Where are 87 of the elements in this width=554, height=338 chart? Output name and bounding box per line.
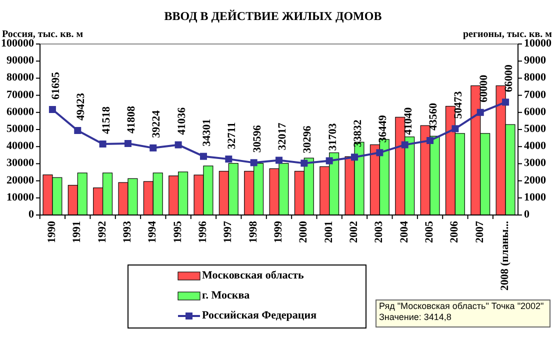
y-axis-title: Россия, тыс. кв. м — [2, 29, 84, 40]
y-tick-label: 0 — [28, 208, 34, 221]
point — [276, 156, 282, 164]
x-tick-label: 2002 — [348, 220, 360, 243]
point — [326, 157, 333, 164]
legend-label: Российская Федерация — [202, 310, 317, 322]
y2-tick-label: 6000 — [524, 106, 546, 118]
point — [150, 144, 157, 152]
y2-tick-label: 2000 — [524, 174, 546, 186]
text: Значение: 3414,8 — [379, 312, 452, 322]
y-tick-label: 60000 — [6, 106, 34, 118]
y2-tick-label: 9000 — [524, 54, 546, 67]
legend-label: г. Москва — [202, 290, 250, 302]
x-tick-label: 1997 — [222, 220, 234, 243]
data-label: 36449 — [377, 114, 390, 143]
point — [351, 154, 358, 161]
point — [48, 106, 56, 113]
x-tick-label: 2005 — [424, 220, 436, 243]
point — [476, 108, 484, 116]
x-tick-label: 1996 — [197, 220, 210, 243]
data-label: 66000 — [503, 64, 516, 92]
y-tick-label: 50000 — [6, 123, 34, 136]
x-tick-label: 1999 — [272, 220, 285, 243]
y2-tick-label: 4000 — [524, 140, 546, 152]
chart-title: ВВОД В ДЕЙСТВИЕ ЖИЛЫХ ДОМОВ — [164, 9, 382, 23]
data-label: 32017 — [276, 122, 289, 150]
y2-axis-title: регионы, тыс. кв. м — [462, 29, 552, 40]
data-label: 30296 — [302, 125, 314, 154]
x-tick-label: 2000 — [298, 220, 310, 243]
y-tick-label: 30000 — [6, 157, 34, 170]
y2-tick-label: 8000 — [524, 72, 546, 84]
y-tick-label: 10000 — [6, 191, 34, 204]
x-tick-label: 2008 (планы... — [499, 220, 512, 291]
data-label: 60000 — [478, 74, 490, 102]
point — [300, 160, 308, 167]
data-label: 41036 — [176, 106, 188, 135]
y-tick-label: 80000 — [6, 72, 34, 84]
y-tick-label: 70000 — [6, 88, 34, 101]
data-label: 61695 — [50, 72, 62, 100]
data-label: 31703 — [326, 122, 339, 151]
x-tick-label: 2004 — [398, 220, 410, 243]
legend-label: Московская область — [202, 270, 304, 282]
point — [502, 98, 510, 106]
point — [225, 156, 232, 163]
y2-tick-label: 0 — [524, 208, 530, 221]
data-label: 30596 — [251, 124, 264, 153]
x-tick-label: 1994 — [146, 220, 159, 243]
y-tick-label: 40000 — [6, 140, 34, 152]
data-label: 41518 — [100, 106, 112, 134]
data-label: 43560 — [428, 102, 440, 131]
data-label: 39224 — [150, 110, 163, 138]
y2-tick-label: 10000 — [524, 38, 552, 50]
point — [452, 125, 459, 132]
point — [426, 137, 434, 144]
x-tick-label: 1995 — [172, 220, 184, 243]
text: Ряд "Московская область" Точка "2002" — [379, 301, 544, 311]
point — [174, 141, 182, 148]
point — [200, 152, 207, 160]
data-label: 41808 — [126, 106, 138, 134]
y2-tick-label: 7000 — [524, 88, 546, 101]
x-tick-label: 1990 — [46, 220, 58, 243]
y2-tick-label: 5000 — [524, 123, 546, 136]
data-label: 34301 — [201, 118, 214, 146]
data-label: 32711 — [226, 122, 238, 150]
x-tick-label: 2007 — [474, 220, 486, 243]
point — [74, 126, 82, 134]
y-tick-label: 100000 — [1, 38, 34, 50]
x-tick-label: 2003 — [373, 220, 386, 243]
y-tick-label: 20000 — [6, 174, 34, 186]
data-label: 49423 — [75, 92, 88, 120]
point — [124, 140, 132, 148]
point — [99, 140, 106, 148]
x-tick-label: 2006 — [448, 220, 461, 243]
data-label: 33832 — [352, 119, 364, 148]
x-tick-label: 1992 — [96, 220, 108, 243]
x-tick-label: 1998 — [247, 220, 260, 243]
x-tick-label: 1991 — [71, 221, 84, 243]
y-tick-label: 90000 — [6, 54, 34, 67]
point — [376, 149, 384, 156]
point — [401, 141, 408, 148]
y2-tick-label: 3000 — [524, 157, 546, 170]
y2-tick-label: 1000 — [524, 191, 546, 204]
data-label: 50473 — [452, 90, 465, 119]
x-tick-label: 2001 — [322, 221, 335, 243]
point — [250, 159, 258, 166]
data-label: 41040 — [402, 106, 414, 135]
x-tick-label: 1993 — [122, 220, 134, 243]
